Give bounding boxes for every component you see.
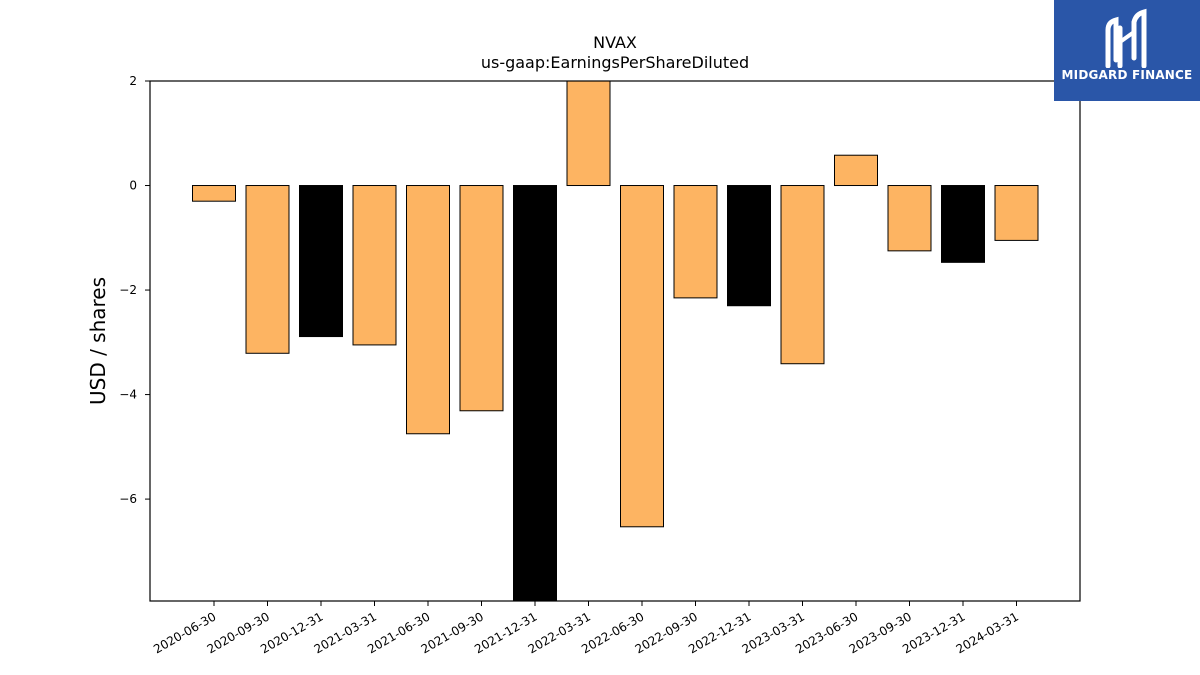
logo-text: MIDGARD FINANCE (1061, 68, 1193, 82)
bar-2021-12-31 (513, 185, 557, 602)
y-tick-label: −6 (119, 492, 137, 506)
bar-2022-03-31 (566, 80, 611, 187)
bar-2023-03-31 (780, 185, 825, 365)
bar-2022-12-31 (727, 185, 771, 307)
y-axis-label: USD / shares (86, 277, 110, 405)
bar-2023-06-30 (834, 154, 878, 187)
bars-group (192, 80, 1039, 602)
y-tick-label: 2 (129, 74, 137, 88)
bar-2023-09-30 (887, 185, 932, 252)
y-axis: 2 0 −2 −4 −6 (119, 74, 150, 506)
bar-2020-09-30 (245, 185, 290, 354)
bar-2021-03-31 (352, 185, 397, 346)
chart-subtitle: us-gaap:EarningsPerShareDiluted (481, 53, 749, 72)
bar-2020-12-31 (299, 185, 343, 338)
bar-2022-09-30 (673, 185, 718, 299)
bar-2024-03-31 (994, 185, 1039, 241)
bar-2021-09-30 (459, 185, 504, 412)
y-tick-label: −4 (119, 388, 137, 402)
x-axis: 2020-06-302020-09-302020-12-312021-03-31… (151, 601, 1021, 656)
bar-2020-06-30 (192, 185, 236, 202)
midgard-finance-logo: MIDGARD FINANCE (1054, 0, 1200, 101)
chart-title: NVAX (593, 33, 637, 52)
bar-2023-12-31 (941, 185, 985, 263)
y-tick-label: −2 (119, 283, 137, 297)
logo-mark-icon (1105, 8, 1147, 68)
bar-2022-06-30 (620, 185, 664, 528)
bar-2021-06-30 (406, 185, 450, 435)
plot-frame (149, 80, 1081, 602)
y-tick-label: 0 (129, 179, 137, 193)
